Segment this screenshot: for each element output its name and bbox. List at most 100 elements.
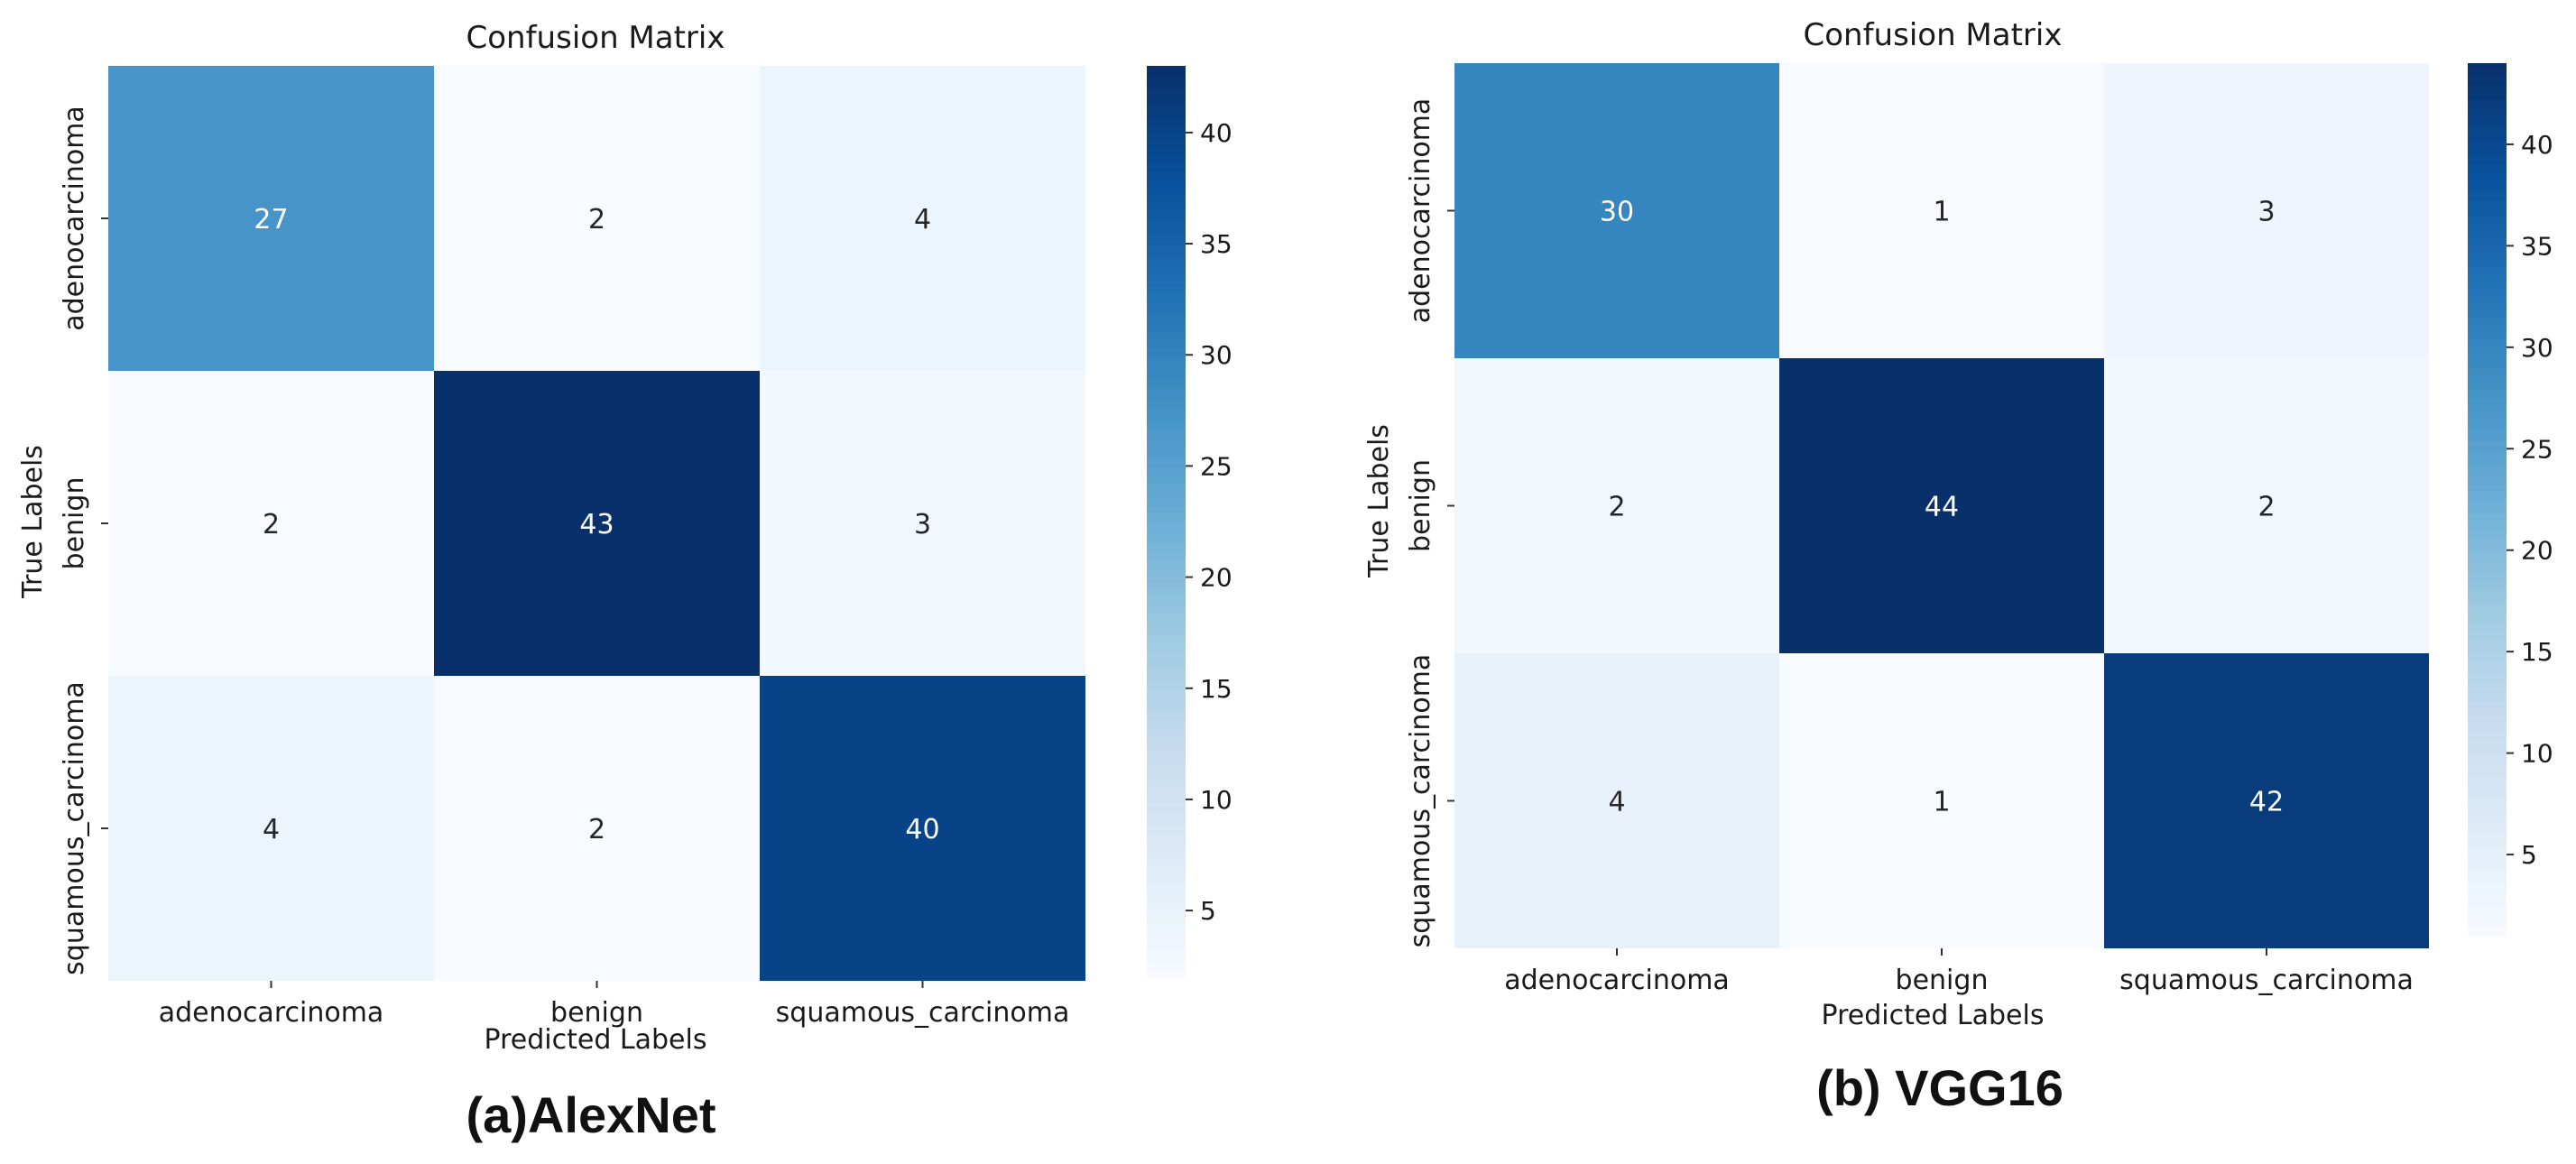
colorbar-strip [2468,273,2507,282]
colorbar-strip [1147,522,1186,531]
colorbar-strip [2468,608,2507,617]
colorbar: 5 10 15 20 25 30 35 40 [1147,66,1233,978]
colorbar-strip [2468,114,2507,123]
y-tick-label: benign [1405,459,1436,552]
colorbar-strip [1147,597,1186,606]
colorbar-strip [1147,498,1186,507]
colorbar-strip [1147,962,1186,971]
colorbar-strip [2468,441,2507,449]
colorbar-strip [1147,840,1186,849]
colorbar-strip [1147,164,1186,173]
colorbar-tick-label: 20 [1200,563,1233,593]
colorbar-strip [1147,718,1186,727]
colorbar-strip [2468,703,2507,711]
colorbar-strip [2468,696,2507,704]
cell-value-label: 42 [2249,787,2284,818]
colorbar-strip [1147,574,1186,583]
colorbar-strip [2468,848,2507,856]
colorbar-strip [1147,734,1186,743]
colorbar-strip [2468,92,2507,100]
colorbar-strip [1147,809,1186,818]
heatmap-cell [434,371,760,676]
colorbar-strip [1147,476,1186,485]
colorbar-strip [1147,286,1186,295]
colorbar-strip [2468,812,2507,820]
colorbar-strip [1147,96,1186,105]
colorbar-strip [1147,780,1186,789]
y-tick-label: squamous_carcinoma [1405,654,1436,948]
cell-value-label: 27 [254,204,288,236]
colorbar-strip [2468,528,2507,537]
colorbar-tick-label: 35 [1200,229,1233,259]
cell-value-label: 40 [905,814,939,845]
colorbar-strip [2468,717,2507,725]
colorbar-strip [1147,468,1186,477]
heatmap-cell [1779,358,2104,653]
colorbar-strip [2468,171,2507,180]
cell-value-label: 2 [588,814,605,845]
colorbar-strip [2468,157,2507,166]
colorbar-strip [1147,551,1186,560]
colorbar-strip [1147,142,1186,151]
colorbar-strip [2468,753,2507,762]
colorbar-strip [2468,790,2507,799]
colorbar-strip [2468,841,2507,849]
colorbar-strip [1147,354,1186,363]
colorbar-strip [1147,658,1186,667]
colorbar-strip [1147,66,1186,75]
colorbar-strip [2468,325,2507,333]
colorbar-strip [1147,651,1186,660]
colorbar-strip [1147,445,1186,454]
x-axis-ticks: adenocarcinoma benign squamous_carcinoma [159,981,1069,1029]
y-tick-label: adenocarcinoma [59,106,90,331]
colorbar-strip [1147,529,1186,538]
colorbar-strip [1147,688,1186,697]
colorbar-strip [1147,134,1186,143]
colorbar-strip [2468,594,2507,602]
colorbar-strip [1147,430,1186,439]
colorbar-strip [2468,768,2507,777]
heatmap-cell [760,371,1085,676]
x-tick-label: adenocarcinoma [1504,965,1730,996]
cell-value-label: 1 [1933,787,1950,818]
colorbar-strip [1147,635,1186,644]
cell-value-label: 2 [1608,492,1625,523]
panel-caption: (b) VGG16 [1816,1059,2064,1116]
colorbar-strip [2468,623,2507,632]
colorbar-tick-label: 15 [2521,637,2553,667]
colorbar-strip [2468,891,2507,901]
colorbar-strip [1147,704,1186,713]
colorbar-strip [2468,252,2507,261]
cell-value-label: 4 [1608,787,1625,818]
heatmap-cell [108,371,434,676]
cell-value-label: 2 [263,509,280,540]
heatmap-cell [1454,653,1779,948]
colorbar-tick-label: 40 [2521,130,2553,160]
colorbar-strip [2468,201,2507,209]
colorbar-strip [1147,680,1186,689]
colorbar-strip [1147,620,1186,629]
colorbar-strip [1147,642,1186,651]
colorbar-strip [1147,407,1186,416]
colorbar-tick-label: 20 [2521,536,2553,566]
colorbar-strip [2468,186,2507,195]
colorbar-strip [2468,302,2507,311]
colorbar-strip [2468,433,2507,442]
colorbar-strip [1147,80,1186,89]
colorbar-strip [2468,615,2507,624]
colorbar-strip [2468,309,2507,319]
colorbar-strip [2468,354,2507,362]
colorbar-strip [1147,909,1186,918]
colorbar-strip [1147,248,1186,257]
colorbar-strip [1147,673,1186,682]
colorbar-strip [2468,557,2507,566]
colorbar-strip [2468,426,2507,435]
colorbar-strip [2468,601,2507,609]
colorbar-strip [1147,878,1186,887]
colorbar-strip [1147,309,1186,318]
colorbar-strip [2468,732,2507,741]
colorbar-strip [2468,419,2507,428]
colorbar-strip [1147,947,1186,956]
colorbar-strip [2468,375,2507,384]
colorbar-strip [1147,833,1186,842]
